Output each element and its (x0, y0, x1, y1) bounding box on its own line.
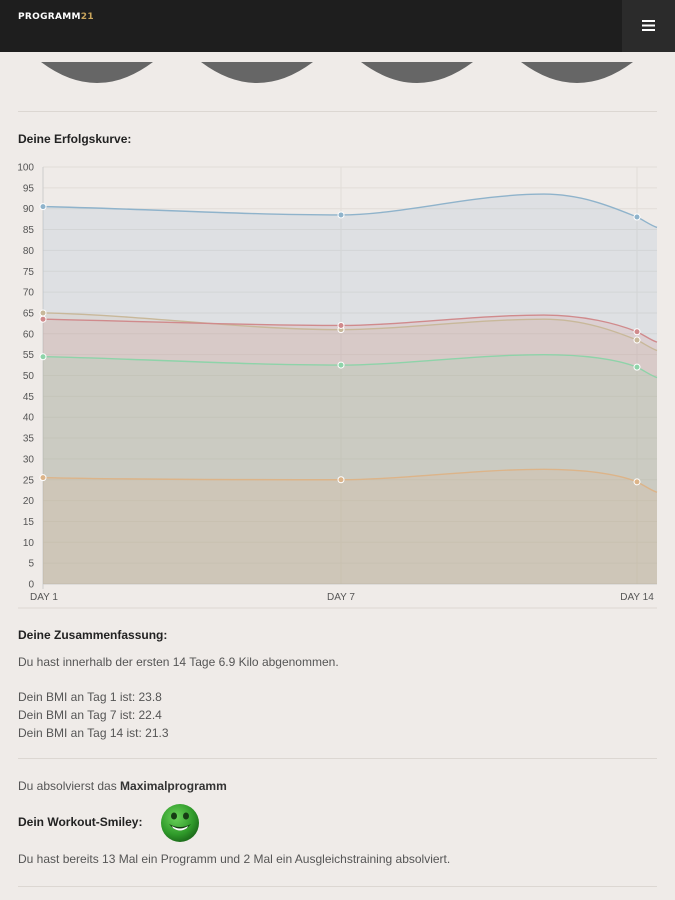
programm21-logo[interactable]: PROGRAMM21 (18, 12, 94, 22)
arc-shape-3 (361, 62, 473, 83)
y-tick-label: 90 (23, 204, 35, 215)
arc-shape-2 (201, 62, 313, 83)
y-tick-label: 10 (23, 538, 35, 549)
series-point-2 (633, 336, 641, 344)
series-point-2 (39, 309, 47, 317)
y-tick-label: 0 (28, 580, 34, 591)
series-point-4 (337, 361, 345, 369)
series-point-5 (633, 478, 641, 486)
divider (18, 758, 657, 759)
series-point-3 (337, 321, 345, 329)
y-tick-label: 60 (23, 329, 35, 340)
bmi-day14-text: Dein BMI an Tag 14 ist: 21.3 (18, 726, 169, 740)
arc-shape-1 (41, 62, 153, 83)
bmi-day1-text: Dein BMI an Tag 1 ist: 23.8 (18, 690, 162, 704)
series-point-1 (337, 211, 345, 219)
series-area-5 (43, 469, 657, 584)
hamburger-menu-icon (642, 20, 655, 31)
series-point-3 (633, 328, 641, 336)
menu-button[interactable] (622, 0, 675, 52)
y-tick-label: 40 (23, 413, 35, 424)
x-tick-label: DAY 1 (30, 592, 58, 603)
workout-count-text: Du hast bereits 13 Mal ein Programm und … (18, 852, 451, 866)
y-tick-label: 70 (23, 288, 35, 299)
workout-smiley-heading: Dein Workout-Smiley: (18, 815, 143, 829)
series-area-3 (43, 315, 657, 584)
program-text: Du absolvierst das Maximalprogramm (18, 779, 227, 793)
y-tick-label: 95 (23, 183, 35, 194)
y-tick-label: 20 (23, 496, 35, 507)
y-tick-label: 30 (23, 454, 35, 465)
y-tick-label: 75 (23, 267, 35, 278)
divider (18, 886, 657, 887)
program-name: Maximalprogramm (120, 779, 227, 793)
series-point-1 (633, 213, 641, 221)
y-tick-label: 80 (23, 246, 35, 257)
x-tick-label: DAY 14 (620, 592, 654, 603)
series-point-1 (39, 203, 47, 211)
x-tick-label: DAY 7 (327, 592, 355, 603)
series-point-4 (633, 363, 641, 371)
y-tick-label: 55 (23, 350, 35, 361)
series-point-4 (39, 353, 47, 361)
series-area-1 (43, 194, 657, 585)
y-tick-label: 5 (28, 559, 34, 570)
series-area-4 (43, 354, 657, 584)
decorative-arc-shapes (41, 62, 633, 83)
success-curve-chart: 0 5 10 15 20 25 30 35 40 45 50 55 60 65 70 75 80 85 90 95 10… (17, 163, 658, 609)
top-navigation-bar: PROGRAMM21 (0, 0, 675, 52)
y-tick-label: 65 (23, 308, 35, 319)
y-tick-label: 50 (23, 371, 35, 382)
divider (18, 111, 657, 112)
summary-heading: Deine Zusammenfassung: (18, 628, 168, 642)
weight-loss-text: Du hast innerhalb der ersten 14 Tage 6.9… (18, 655, 339, 669)
series-point-5 (39, 474, 47, 482)
series-area-2 (43, 312, 657, 584)
bmi-day7-text: Dein BMI an Tag 7 ist: 22.4 (18, 708, 162, 722)
y-tick-label: 15 (23, 517, 35, 528)
y-tick-label: 35 (23, 434, 35, 445)
y-tick-label: 85 (23, 225, 35, 236)
y-tick-label: 45 (23, 392, 35, 403)
y-tick-label: 100 (17, 163, 34, 174)
green-smiley-icon (161, 804, 199, 842)
series-point-3 (39, 315, 47, 323)
chart-heading: Deine Erfolgskurve: (18, 132, 132, 146)
arc-shape-4 (521, 62, 633, 83)
series-point-5 (337, 476, 345, 484)
y-tick-label: 25 (23, 475, 35, 486)
